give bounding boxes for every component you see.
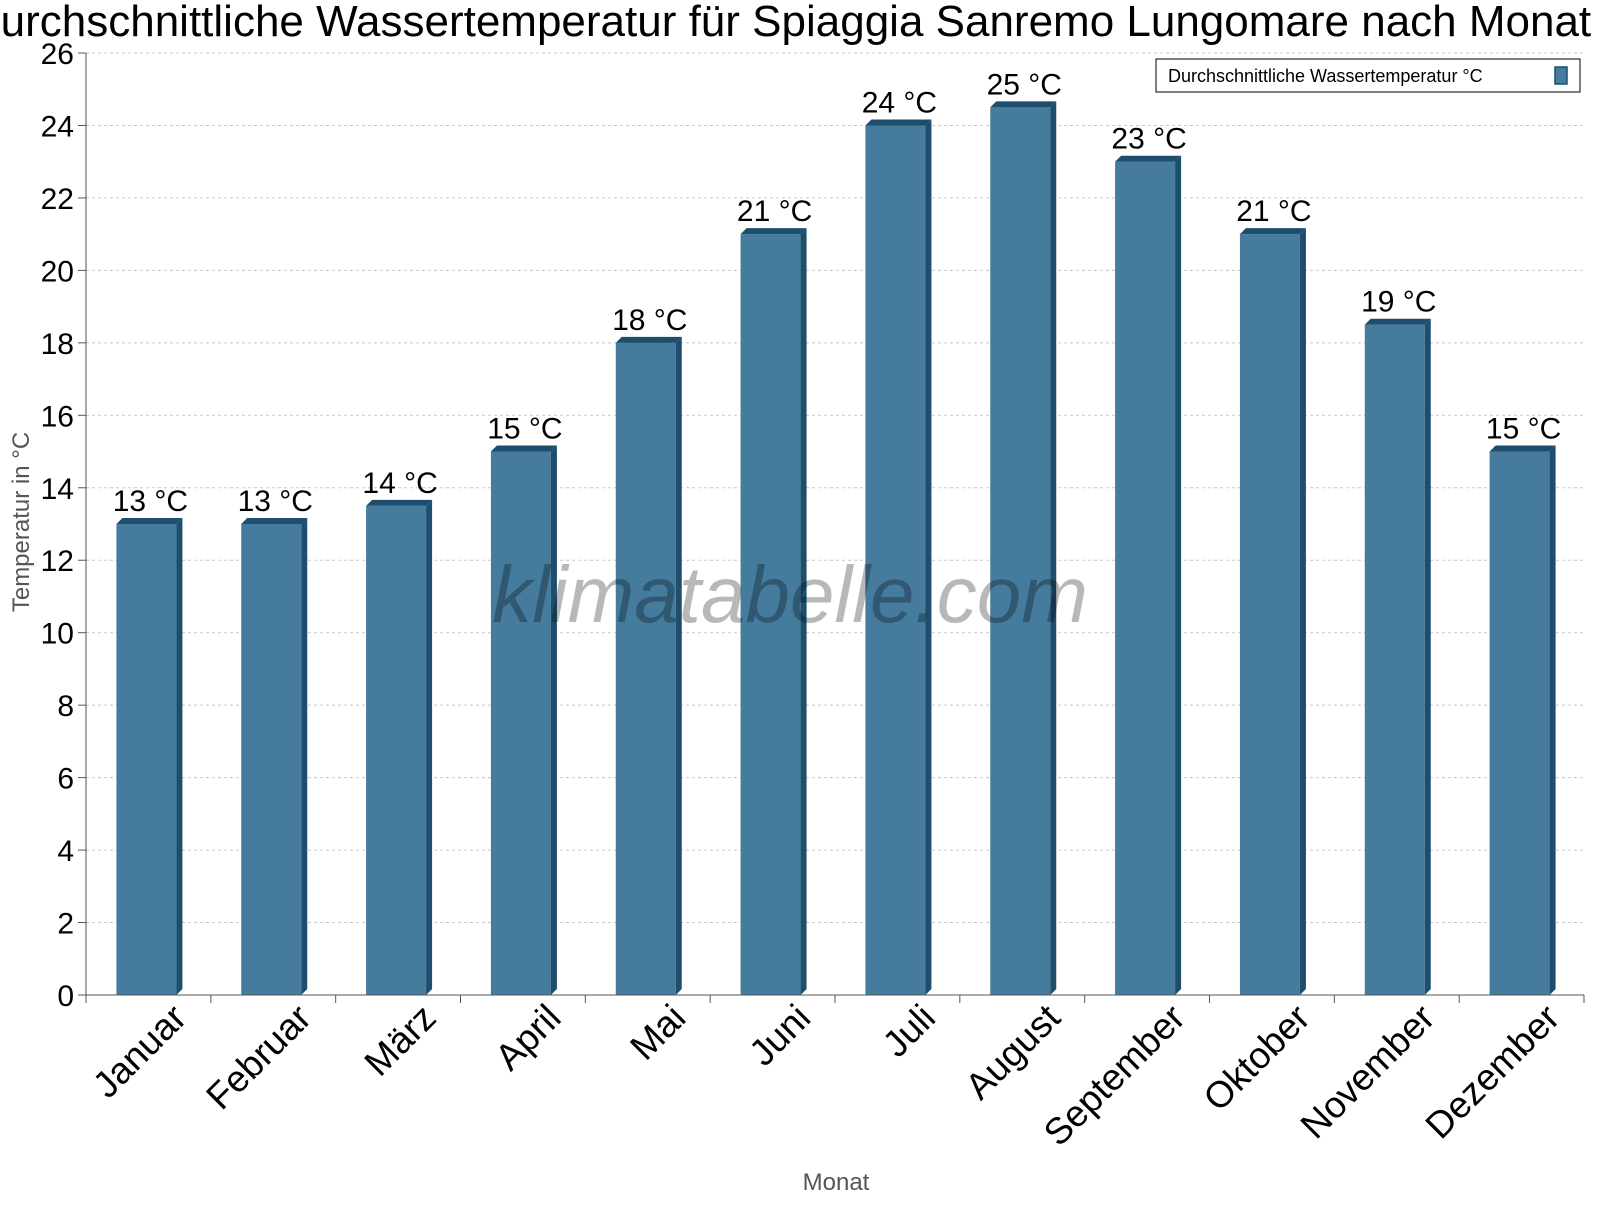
y-tick-label: 6 (57, 763, 74, 796)
y-tick-label: 24 (41, 110, 74, 143)
bar-side (925, 119, 932, 995)
bar-side (1175, 155, 1182, 995)
bar (1239, 234, 1300, 996)
data-label: 14 °C (362, 467, 437, 500)
y-tick-label: 4 (57, 835, 74, 868)
x-tick-label: August (957, 996, 1068, 1107)
bar-top (1115, 155, 1182, 162)
bar (116, 524, 177, 995)
bar-top (1489, 445, 1556, 452)
bar-side (176, 518, 183, 995)
x-tick-label: Dezember (1418, 997, 1568, 1147)
x-tick-label: Februar (198, 997, 319, 1118)
y-tick-label: 12 (41, 545, 74, 578)
data-label: 25 °C (987, 68, 1062, 101)
x-tick-label: Mai (622, 997, 693, 1068)
bar-side (800, 228, 807, 996)
bar-side (1549, 445, 1556, 995)
data-label: 21 °C (737, 195, 812, 228)
bar (1364, 324, 1425, 995)
bar-side (426, 499, 433, 995)
bar-top (116, 518, 183, 524)
x-tick-label: Juni (741, 997, 818, 1074)
x-axis-title: Monat (803, 1169, 870, 1196)
data-label: 21 °C (1236, 195, 1311, 228)
data-label: 23 °C (1111, 123, 1186, 156)
watermark: klimatabelle.com (492, 550, 1088, 639)
data-label: 24 °C (862, 86, 937, 119)
bar-top (990, 101, 1057, 108)
y-tick-label: 14 (41, 473, 74, 506)
data-label: 18 °C (612, 304, 687, 337)
y-tick-label: 18 (41, 328, 74, 361)
data-label: 15 °C (487, 413, 562, 446)
y-axis-title: Temperatur in °C (8, 432, 35, 612)
data-label: 19 °C (1361, 286, 1436, 319)
bar-top (1364, 318, 1431, 325)
y-tick-label: 20 (41, 255, 74, 288)
y-tick-label: 22 (41, 183, 74, 216)
data-label: 13 °C (113, 485, 188, 518)
bar (490, 451, 551, 995)
bar-side (1299, 228, 1306, 996)
bar-side (301, 518, 308, 995)
y-tick-label: 0 (57, 980, 74, 1013)
bar (366, 505, 427, 995)
bar-top (490, 445, 557, 452)
bar (1115, 161, 1176, 995)
legend: Durchschnittliche Wassertemperatur °C (1155, 58, 1581, 93)
grid-lines (86, 52, 1584, 924)
y-tick-label: 2 (57, 908, 74, 941)
x-tick-label: Juli (875, 997, 943, 1065)
y-tick-label: 16 (41, 400, 74, 433)
bar-top (740, 228, 807, 235)
legend-swatch (1554, 66, 1568, 85)
bar (1489, 451, 1550, 995)
legend-box (1155, 58, 1581, 93)
bars (116, 101, 1556, 996)
legend-label: Durchschnittliche Wassertemperatur °C (1168, 66, 1483, 86)
bar (865, 125, 926, 995)
bar (615, 342, 676, 995)
y-tick-label: 10 (41, 618, 74, 651)
bar (740, 234, 801, 996)
x-tick-label: April (487, 997, 568, 1078)
bar-top (366, 499, 433, 506)
bar-top (865, 119, 932, 126)
data-labels: 13 °C 13 °C 14 °C 15 °C 18 °C 21 °C 24 °C 25 °C… (113, 68, 1562, 518)
bar-side (1424, 318, 1431, 995)
y-tick-label: 26 (41, 38, 74, 71)
x-tick-label: Oktober (1196, 997, 1318, 1119)
data-label: 13 °C (238, 485, 313, 518)
bar-top (615, 336, 682, 343)
x-tick-label: März (357, 997, 444, 1084)
bar-side (675, 336, 682, 995)
data-label: 15 °C (1486, 413, 1561, 446)
y-tick-label: 8 (57, 690, 74, 723)
bar-top (1239, 228, 1306, 235)
bar (241, 524, 302, 995)
chart-title: Durchschnittliche Wassertemperatur für S… (0, 0, 1591, 46)
bar-side (550, 445, 557, 995)
bar-top (241, 518, 308, 524)
bar-side (1050, 101, 1057, 996)
bar (990, 107, 1051, 996)
x-tick-label: November (1293, 997, 1443, 1147)
x-tick-label: Januar (85, 997, 194, 1106)
